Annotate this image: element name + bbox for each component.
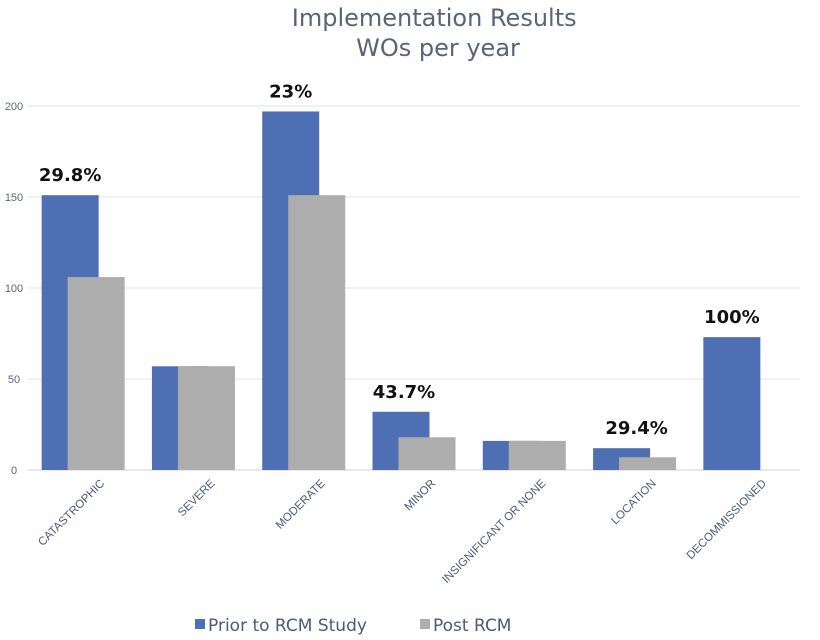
y-tick-label: 100	[5, 283, 23, 295]
legend-label: Prior to RCM Study	[208, 616, 367, 636]
bar-post-4	[508, 440, 566, 470]
legend-label: Post RCM	[433, 616, 511, 636]
x-category-label: MINOR	[403, 478, 439, 514]
bar-prior-6	[703, 337, 761, 470]
data-label: 29.8%	[39, 165, 101, 186]
y-tick-label: 200	[5, 101, 23, 113]
y-tick-label: 50	[8, 374, 20, 386]
legend: Prior to RCM Study Post RCM	[195, 616, 511, 636]
x-category-label: DECOMMISSIONED	[685, 478, 769, 562]
bar-post-2	[288, 195, 346, 470]
bar-post-5	[619, 457, 677, 470]
legend-swatch	[195, 619, 205, 629]
chart-title-line-2: WOs per year	[356, 34, 520, 62]
data-labels: 29.8% 23% 43.7% 29.4% 100%	[39, 81, 760, 439]
chart-title-line-1: Implementation Results	[292, 4, 577, 32]
bar-post-3	[398, 437, 456, 470]
bars	[41, 111, 761, 471]
x-category-label: CATASTROPHIC	[36, 478, 107, 549]
x-category-label: LOCATION	[609, 478, 658, 527]
y-axis-tick-labels: 0 50 100 150 200	[5, 101, 23, 477]
y-tick-label: 0	[11, 465, 17, 477]
data-label: 29.4%	[605, 418, 667, 439]
x-category-label: SEVERE	[176, 477, 218, 519]
bar-post-0	[67, 277, 125, 470]
x-axis-category-labels: CATASTROPHIC SEVERE MODERATE MINOR INSIGNIFI…	[36, 477, 769, 585]
x-category-label: MODERATE	[274, 477, 328, 531]
y-tick-label: 150	[5, 192, 23, 204]
x-category-label: INSIGNIFICANT OR NONE	[440, 477, 548, 585]
legend-swatch	[420, 619, 430, 629]
chart-title: Implementation Results WOs per year	[292, 4, 585, 62]
data-label: 100%	[704, 307, 760, 328]
bar-post-1	[177, 366, 235, 470]
data-label: 43.7%	[373, 382, 435, 403]
data-label: 23%	[269, 81, 312, 102]
